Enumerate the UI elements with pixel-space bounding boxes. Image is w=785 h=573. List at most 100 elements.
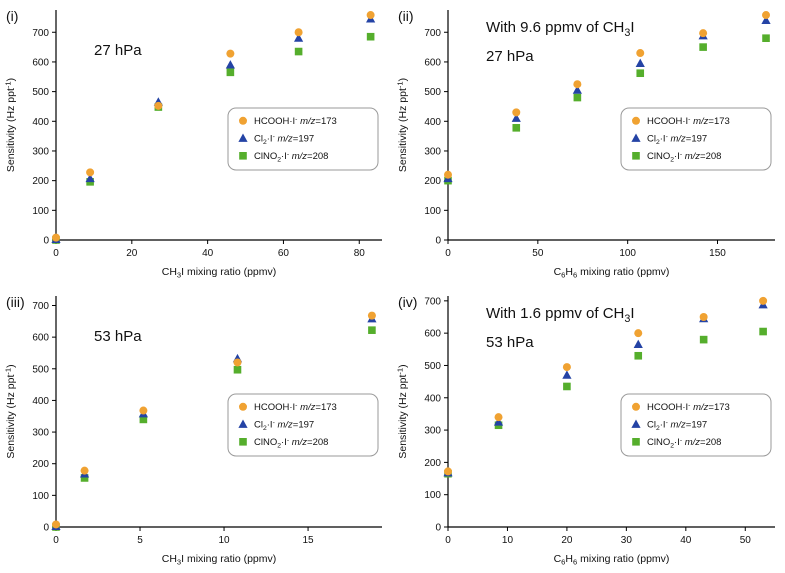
- y-tick-label: 0: [435, 236, 441, 247]
- data-point: [562, 363, 571, 372]
- x-tick-label: 40: [680, 535, 692, 546]
- legend-marker: [239, 152, 247, 160]
- data-point: [636, 49, 645, 58]
- legend-label: ClNO2·I- m/z=208: [254, 151, 328, 164]
- y-tick-label: 700: [32, 28, 49, 39]
- panel-label: (ii): [398, 8, 414, 24]
- series-circle: [52, 311, 376, 529]
- chart-ii: 0 100 200 300 400 500 600 700 0 50 100 150 C6H6 mixi…: [395, 8, 775, 280]
- data-point: [294, 47, 303, 56]
- data-point: [444, 170, 452, 179]
- annotation: With 9.6 ppmv of CH3I: [486, 19, 635, 39]
- y-tick-label: 100: [32, 491, 49, 502]
- data-point: [139, 415, 148, 424]
- data-point: [699, 335, 708, 344]
- data-point: [226, 68, 235, 77]
- annotation: 53 hPa: [94, 328, 142, 345]
- legend-box: [227, 107, 379, 171]
- data-point: [233, 365, 242, 374]
- annotation: 27 hPa: [486, 48, 534, 65]
- data-point: [633, 339, 643, 349]
- x-tick-label: 15: [302, 535, 314, 546]
- data-point: [562, 370, 572, 379]
- series-circle: [444, 11, 771, 179]
- y-tick-label: 300: [424, 426, 441, 437]
- y-tick-label: 0: [435, 523, 441, 534]
- x-tick-label: 0: [445, 535, 451, 546]
- data-point: [226, 49, 235, 58]
- data-point: [762, 34, 770, 42]
- legend-marker: [632, 116, 640, 125]
- y-tick-label: 600: [424, 57, 441, 68]
- y-tick-label: 600: [424, 329, 441, 340]
- data-point: [699, 29, 708, 38]
- panel-label: (i): [6, 8, 18, 24]
- data-point: [366, 11, 375, 20]
- legend-box: [620, 107, 772, 171]
- panel-label: (iv): [398, 294, 417, 310]
- data-point: [636, 69, 645, 78]
- x-axis-title: C6H6 mixing ratio (ppmv): [554, 553, 670, 567]
- data-point: [86, 168, 95, 177]
- data-point: [699, 313, 708, 321]
- data-point: [572, 85, 582, 94]
- annotation: With 1.6 ppmv of CH3I: [486, 305, 635, 325]
- y-tick-label: 300: [32, 428, 49, 439]
- data-point: [294, 28, 303, 37]
- y-tick-label: 500: [424, 361, 441, 372]
- data-point: [634, 329, 643, 338]
- data-point: [563, 382, 571, 391]
- y-tick-label: 200: [424, 176, 441, 187]
- legend-label: HCOOH·I- m/z=173: [647, 116, 730, 127]
- y-tick-label: 400: [32, 396, 49, 407]
- x-tick-label: 30: [621, 535, 633, 546]
- legend-marker: [632, 152, 640, 160]
- y-tick-label: 600: [32, 57, 49, 68]
- y-axis-title: Sensitivity (Hz ppt-1): [395, 364, 409, 458]
- y-tick-label: 300: [424, 146, 441, 157]
- x-tick-label: 0: [53, 535, 59, 546]
- legend-marker: [238, 133, 248, 142]
- x-tick-label: 80: [354, 248, 366, 259]
- legend-label: Cl2·I- m/z=197: [254, 419, 314, 432]
- legend-marker: [632, 402, 640, 411]
- data-point: [233, 358, 242, 367]
- x-axis-title: CH3I mixing ratio (ppmv): [162, 553, 277, 567]
- y-tick-label: 100: [424, 206, 441, 217]
- data-point: [85, 173, 95, 183]
- x-tick-label: 0: [445, 248, 451, 259]
- y-tick-label: 700: [424, 28, 441, 39]
- legend-marker: [239, 438, 247, 446]
- y-tick-label: 500: [424, 87, 441, 98]
- data-point: [511, 113, 521, 122]
- data-point: [367, 311, 376, 320]
- data-point: [80, 466, 89, 475]
- x-tick-label: 20: [561, 535, 573, 546]
- legend-label: ClNO2·I- m/z=208: [647, 151, 721, 164]
- y-tick-label: 700: [32, 301, 49, 312]
- data-point: [759, 296, 768, 305]
- data-point: [80, 474, 89, 482]
- chart-iii: 0 100 200 300 400 500 600 700 0 5 10 15 CH3I mixing …: [3, 294, 382, 567]
- data-point: [139, 406, 148, 415]
- x-tick-label: 60: [278, 248, 290, 259]
- x-tick-label: 150: [709, 248, 726, 259]
- x-tick-label: 20: [126, 248, 138, 259]
- legend-marker: [239, 116, 247, 125]
- panel-iv: 0 100 200 300 400 500 600 700 0 10 20 30 40 50 C6H6 mi…: [392, 286, 785, 573]
- legend-label: Cl2·I- m/z=197: [254, 133, 314, 146]
- x-tick-label: 5: [137, 535, 143, 546]
- legend-label: ClNO2·I- m/z=208: [647, 437, 721, 450]
- y-tick-label: 400: [424, 393, 441, 404]
- legend-box: [227, 393, 379, 457]
- annotation: 27 hPa: [94, 42, 142, 59]
- legend-box: [620, 393, 772, 457]
- legend-marker: [238, 419, 248, 428]
- data-point: [759, 327, 767, 336]
- legend-marker: [632, 438, 640, 446]
- data-point: [368, 326, 376, 334]
- series-triangle: [51, 14, 376, 244]
- data-point: [512, 108, 521, 117]
- x-tick-label: 0: [53, 248, 59, 259]
